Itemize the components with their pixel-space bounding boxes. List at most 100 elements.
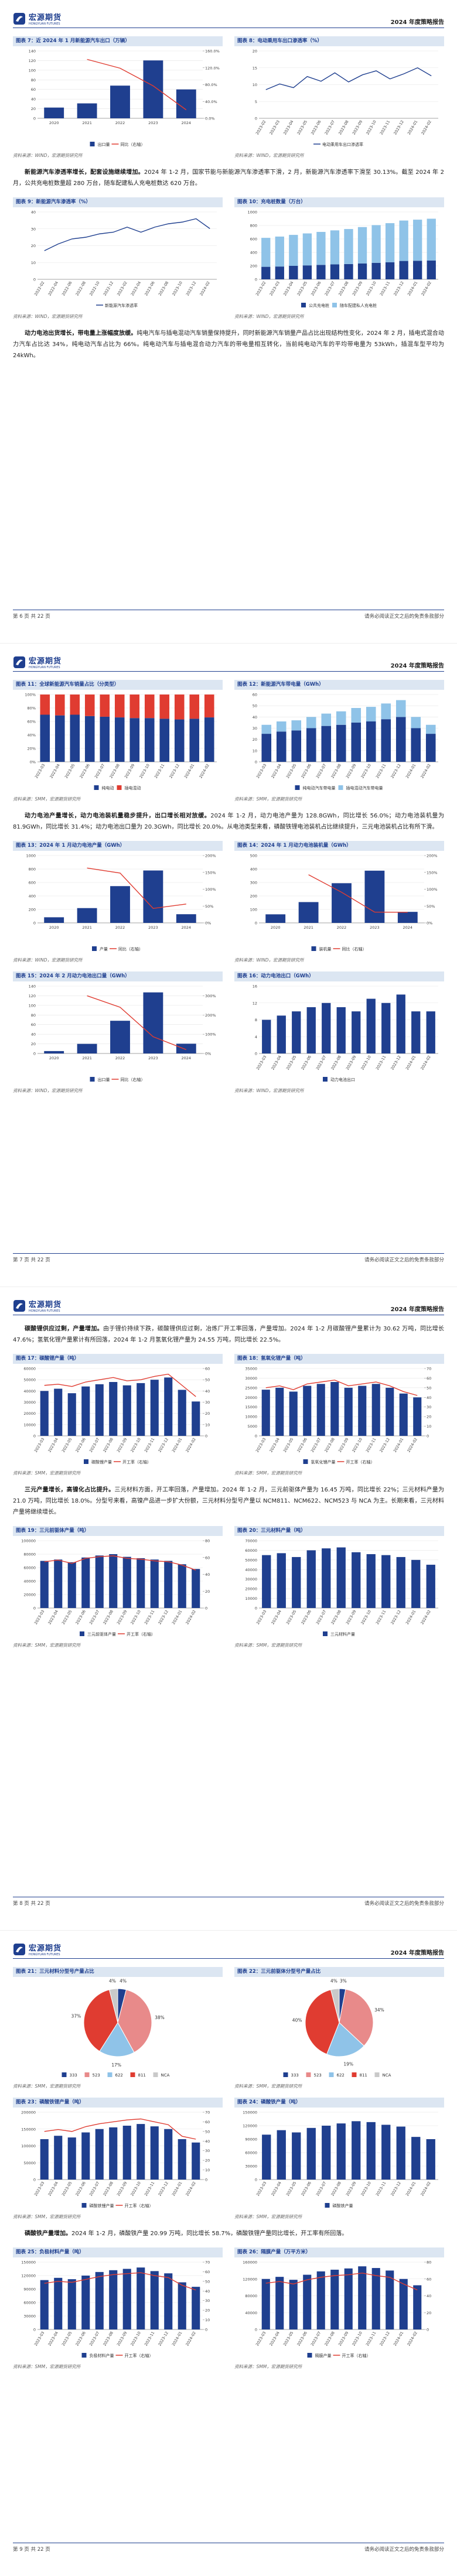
- bar: [332, 883, 352, 923]
- logo-mark: [16, 1303, 23, 1309]
- bar: [54, 1388, 63, 1436]
- bar-segment: [357, 227, 367, 264]
- x-tick-label: 2023-12: [393, 119, 405, 136]
- line-series: [44, 2272, 196, 2291]
- paragraph-text: 2024 年 1-2 月，国家节能与新能源汽车渗透率下滑，2 月，新能源汽车渗透…: [13, 169, 445, 187]
- bar: [164, 2129, 173, 2180]
- x-tick-label: 2023: [148, 1056, 158, 1060]
- legend-label: 产量: [100, 946, 108, 952]
- y-tick-label: 60: [31, 1022, 36, 1027]
- bar: [381, 2125, 391, 2180]
- y2-tick-label: 60: [205, 1555, 210, 1560]
- y-tick-label: 80%: [28, 706, 36, 711]
- y2-tick-label: 60: [205, 1367, 210, 1371]
- x-tick-label: 2023-08: [330, 1609, 342, 1626]
- y2-tick-label: 0: [427, 2328, 429, 2332]
- logo-icon: [13, 656, 25, 668]
- y-tick-label: 400: [250, 251, 257, 255]
- bar: [176, 914, 196, 923]
- page-number: 第 8 页 共 22 页: [13, 1901, 50, 1907]
- x-tick-label: 2023-04: [49, 763, 61, 779]
- x-tick-label: 2022: [115, 925, 125, 930]
- x-tick-label: 2023-09: [345, 2181, 357, 2197]
- bar-segment: [381, 703, 391, 720]
- y-tick-label: 0: [255, 1606, 257, 1611]
- logo-mark: [16, 1946, 23, 1952]
- figure-row: 图表 21：三元材料分型号产量占比 4% 38% 17% 37% 4% 333 523 622 8…: [13, 1967, 444, 2089]
- x-tick-label: 2023-05: [296, 119, 309, 136]
- legend-swatch: [153, 2072, 158, 2077]
- x-tick-label: 2023-04: [270, 2181, 282, 2197]
- legend-swatch: [81, 2203, 87, 2208]
- bar-segment: [54, 695, 65, 716]
- figure-title: 图表 9：新能源汽车渗透率（%）: [13, 197, 223, 207]
- x-tick-label: 2024: [182, 121, 192, 125]
- x-tick-label: 2022-08: [75, 280, 87, 297]
- x-tick-label: 2023-12: [157, 2181, 169, 2197]
- legend-swatch: [306, 2072, 311, 2077]
- y2-tick-label: 80: [427, 2260, 431, 2265]
- x-tick-label: 2023-06: [74, 2331, 87, 2347]
- logo: 宏源期货 HONGYUAN FUTURES: [13, 1298, 62, 1313]
- y2-tick-label: 40: [205, 1572, 210, 1577]
- bar: [426, 2139, 435, 2180]
- x-tick-label: 2023-03: [255, 1055, 268, 1071]
- x-tick-label: 2023-06: [300, 1055, 312, 1071]
- bar: [81, 2276, 90, 2329]
- bar-segment: [159, 719, 170, 762]
- bar-segment: [306, 728, 316, 762]
- x-tick-label: 2023-04: [270, 1055, 282, 1071]
- y-tick-label: 0: [33, 117, 36, 121]
- y-tick-label: 140: [29, 49, 36, 54]
- y-tick-label: 5000: [247, 1424, 257, 1429]
- x-tick-label: 2023-07: [88, 2181, 101, 2197]
- bar: [275, 2277, 284, 2329]
- y2-tick-label: 160.0%: [205, 49, 220, 54]
- x-tick-label: 2023-07: [324, 119, 336, 136]
- legend-swatch: [323, 1631, 328, 1636]
- legend-swatch: [94, 785, 99, 790]
- bar: [396, 994, 405, 1053]
- chart: 0%20%40%60%80%100%2023-03 2023-04 2023-05 2…: [25, 693, 217, 791]
- paragraph-lead: 动力电池产量增长，动力电池装机量稳步提升，出口增长相对放缓。: [25, 813, 211, 819]
- bar-segment: [357, 263, 367, 279]
- x-tick-label: 2023-06: [296, 2331, 308, 2347]
- x-tick-label: 2024-01: [405, 763, 417, 779]
- y-tick-label: 100: [29, 1003, 36, 1008]
- bar-segment: [114, 695, 125, 718]
- bar: [81, 2132, 90, 2180]
- x-tick-label: 2023-10: [129, 2331, 142, 2347]
- x-tick-label: 2023-12: [390, 1609, 402, 1626]
- x-tick-label: 2023-12: [157, 1437, 169, 1453]
- bar: [364, 870, 385, 923]
- y-tick-label: 200: [250, 894, 257, 899]
- bar: [261, 1390, 270, 1436]
- logo-text: 宏源期货 HONGYUAN FUTURES: [29, 1298, 62, 1313]
- figure-row: 图表 25：负极材料产量（吨） 0 30000 60000 90000 120000 150…: [13, 2247, 444, 2370]
- legend-label: 333: [70, 2073, 77, 2078]
- legend-label: 碳酸锂产量: [91, 1459, 112, 1465]
- x-tick-label: 2023-06: [310, 280, 322, 297]
- page-number: 第 7 页 共 22 页: [13, 1257, 50, 1263]
- bar-segment: [276, 731, 287, 762]
- x-tick-label: 2023-05: [61, 1437, 73, 1453]
- line-series: [87, 995, 187, 1051]
- x-tick-label: 2023-07: [94, 763, 106, 779]
- bar: [44, 917, 64, 923]
- line-series: [44, 2118, 196, 2140]
- x-tick-label: 2024-02: [420, 280, 432, 297]
- chart: 0 20 40 60 80 100 120 140 0% 100% 200% 300% 2020 2021…: [29, 984, 216, 1083]
- figure-source: 资料来源：SMM，宏源期货研究所: [234, 796, 302, 802]
- figure-title: 图表 21：三元材料分型号产量占比: [13, 1967, 223, 1977]
- y2-tick-label: 30: [205, 2149, 210, 2153]
- x-tick-label: 2023-07: [315, 763, 328, 779]
- disclaimer: 请务必阅读正文之后的免责条款部分: [364, 1257, 444, 1263]
- x-tick-label: 2023-04: [268, 2331, 281, 2347]
- x-tick-label: 2023-11: [379, 280, 391, 297]
- bar: [110, 886, 130, 923]
- x-tick-label: 2024-02: [185, 2331, 197, 2347]
- figure-row: 图表 23：磷酸铁锂产量（吨） 0 50000 100000 150000 200000 0…: [13, 2098, 444, 2220]
- x-tick-label: 2024-01: [171, 1437, 183, 1453]
- x-tick-label: 2023: [148, 925, 158, 930]
- y2-tick-label: 50: [427, 1386, 431, 1390]
